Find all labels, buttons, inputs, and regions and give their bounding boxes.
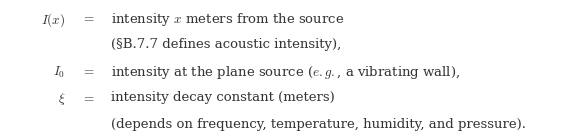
Text: $I_0$: $I_0$ bbox=[53, 64, 65, 80]
Text: (depends on frequency, temperature, humidity, and pressure).: (depends on frequency, temperature, humi… bbox=[111, 118, 526, 131]
Text: $=$: $=$ bbox=[81, 64, 95, 77]
Text: $\xi$: $\xi$ bbox=[57, 91, 65, 107]
Text: intensity $x$ meters from the source: intensity $x$ meters from the source bbox=[111, 11, 344, 28]
Text: $=$: $=$ bbox=[81, 11, 95, 24]
Text: $I(x)$: $I(x)$ bbox=[41, 11, 65, 29]
Text: $=$: $=$ bbox=[81, 91, 95, 104]
Text: (§B.7.7 defines acoustic intensity),: (§B.7.7 defines acoustic intensity), bbox=[111, 38, 341, 51]
Text: intensity at the plane source ($e.g.$, a vibrating wall),: intensity at the plane source ($e.g.$, a… bbox=[111, 64, 460, 81]
Text: intensity decay constant (meters): intensity decay constant (meters) bbox=[111, 91, 335, 104]
